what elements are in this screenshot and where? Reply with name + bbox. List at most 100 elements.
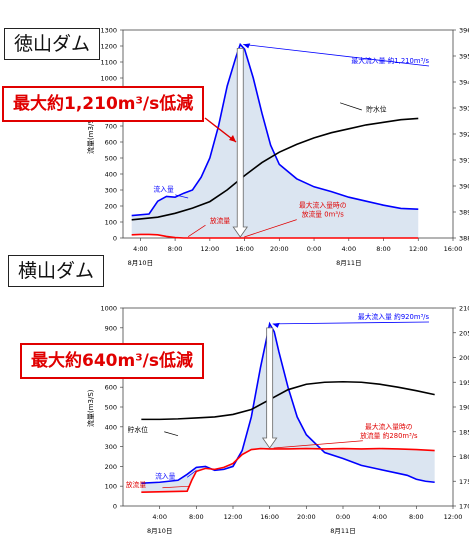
- yokoyama-y2-tick-label: 210: [459, 305, 469, 313]
- tokuyama-outflow-at-max-leader: [244, 219, 297, 238]
- tokuyama-level-line: [131, 117, 419, 221]
- yokoyama-reduction-arrow: [261, 327, 278, 449]
- tokuyama-y-tick-label: 300: [105, 187, 117, 195]
- yokoyama-outflow-at-max-label-1: 最大流入量時の: [365, 422, 413, 431]
- yokoyama-y-tick-label: 200: [105, 463, 117, 471]
- tokuyama-x-tick-label: 4:00: [133, 245, 148, 253]
- yokoyama-y2-tick-label: 195: [459, 379, 469, 387]
- yokoyama-level-label-leader: [164, 431, 179, 437]
- yokoyama-outflow-at-max-label-2: 放流量 約280m³/s: [360, 431, 418, 440]
- tokuyama-reduction-pointer-head: [229, 135, 236, 142]
- tokuyama-y2-tick-label: 396: [459, 27, 469, 35]
- tokuyama-x-tick-label: 16:00: [235, 245, 254, 253]
- yokoyama-x-tick-label: 20:00: [297, 513, 316, 521]
- yokoyama-y2-tick-label: 170: [459, 503, 469, 511]
- tokuyama-y2-tick-label: 388: [459, 235, 469, 243]
- tokuyama-y2-tick-label: 391: [459, 157, 469, 165]
- tokuyama-max-inflow-label: 最大流入量 約1,210m³/s: [351, 56, 429, 65]
- yokoyama-inflow-label: 流入量: [155, 471, 176, 480]
- yokoyama-y2-tick-label: 185: [459, 428, 469, 436]
- tokuyama-y2-tick-label: 390: [459, 183, 469, 191]
- tokuyama-date-label: 8月11日: [336, 259, 361, 267]
- yokoyama-level-line: [141, 380, 435, 421]
- tokuyama-x-tick-label: 0:00: [307, 245, 322, 253]
- yokoyama-y2-tick-label: 190: [459, 404, 469, 412]
- yokoyama-x-tick-label: 0:00: [336, 513, 351, 521]
- tokuyama-y-tick-label: 600: [105, 139, 117, 147]
- tokuyama-y-tick-label: 1300: [100, 27, 117, 35]
- yokoyama-y2-tick-label: 175: [459, 478, 469, 486]
- yokoyama-inflow-line: [141, 321, 435, 485]
- yokoyama-y-tick-label: 900: [105, 324, 117, 332]
- tokuyama-y-tick-label: 200: [105, 203, 117, 211]
- yokoyama-max-inflow-arrowhead: [272, 322, 280, 328]
- tokuyama-reduction-arrow: [232, 48, 249, 238]
- tokuyama-y-tick-label: 1000: [100, 75, 117, 83]
- tokuyama-outflow-at-max-label-2: 放流量 0m³/s: [302, 210, 345, 219]
- tokuyama-y2-tick-label: 393: [459, 105, 469, 113]
- yokoyama-x-tick-label: 16:00: [260, 513, 279, 521]
- tokuyama-x-tick-label: 4:00: [341, 245, 356, 253]
- tokuyama-x-tick-label: 16:00: [444, 245, 463, 253]
- yokoyama-y2-tick-label: 180: [459, 453, 469, 461]
- tokuyama-x-tick-label: 12:00: [200, 245, 219, 253]
- yokoyama-y-tick-label: 0: [113, 503, 117, 511]
- tokuyama-x-tick-label: 8:00: [376, 245, 391, 253]
- tokuyama-y2-tick-label: 389: [459, 209, 469, 217]
- tokuyama-x-tick-label: 12:00: [409, 245, 428, 253]
- tokuyama-dam-title: 徳山ダム: [4, 28, 101, 60]
- yokoyama-y2-tick-label: 205: [459, 329, 469, 337]
- tokuyama-x-tick-label: 8:00: [168, 245, 183, 253]
- yokoyama-x-tick-label: 4:00: [372, 513, 387, 521]
- tokuyama-outflow-at-max-label-1: 最大流入量時の: [299, 201, 347, 210]
- yokoyama-x-tick-label: 12:00: [444, 513, 463, 521]
- yokoyama-x-tick-label: 12:00: [224, 513, 243, 521]
- yokoyama-max-inflow-label: 最大流入量 約920m³/s: [358, 312, 430, 321]
- tokuyama-level-label-leader: [339, 102, 362, 111]
- tokuyama-y-axis-title: 流量(m3/S): [86, 116, 95, 154]
- yokoyama-reduction-label: 最大約640m³/s低減: [20, 343, 204, 379]
- yokoyama-outflow-label: 放流量: [126, 480, 147, 489]
- tokuyama-inflow-line: [131, 42, 419, 217]
- tokuyama-y2-tick-label: 394: [459, 79, 469, 87]
- tokuyama-y-tick-label: 100: [105, 219, 117, 227]
- tokuyama-inflow-label: 流入量: [153, 185, 174, 194]
- yokoyama-y-tick-label: 300: [105, 443, 117, 451]
- yokoyama-y-tick-label: 400: [105, 423, 117, 431]
- yokoyama-dam-title: 横山ダム: [8, 255, 105, 287]
- tokuyama-y2-tick-label: 392: [459, 131, 469, 139]
- tokuyama-outflow-label: 放流量: [210, 216, 231, 225]
- tokuyama-date-label: 8月10日: [128, 259, 153, 267]
- tokuyama-level-label: 貯水位: [366, 105, 387, 114]
- yokoyama-x-tick-label: 4:00: [152, 513, 167, 521]
- yokoyama-outflow-at-max-leader: [273, 440, 363, 449]
- tokuyama-max-inflow-arrowhead: [243, 43, 251, 49]
- tokuyama-y-tick-label: 700: [105, 123, 117, 131]
- tokuyama-y-tick-label: 1100: [100, 59, 117, 67]
- yokoyama-outflow-label-leader: [162, 485, 190, 489]
- tokuyama-x-tick-label: 20:00: [270, 245, 289, 253]
- tokuyama-y-tick-label: 0: [113, 235, 117, 243]
- yokoyama-max-inflow-leader: [272, 321, 430, 325]
- tokuyama-y-tick-label: 400: [105, 171, 117, 179]
- tokuyama-outflow-line: [131, 233, 419, 239]
- tokuyama-max-inflow-leader: [243, 44, 430, 67]
- yokoyama-inflow-label-leader: [186, 470, 197, 478]
- tokuyama-outflow-label-leader: [187, 224, 206, 238]
- yokoyama-y-tick-label: 600: [105, 384, 117, 392]
- yokoyama-reduction-area: [141, 323, 435, 493]
- yokoyama-y-tick-label: 1000: [100, 305, 117, 313]
- tokuyama-y-tick-label: 500: [105, 155, 117, 163]
- yokoyama-y2-tick-label: 200: [459, 354, 469, 362]
- tokuyama-y-tick-label: 1200: [100, 43, 117, 51]
- yokoyama-level-label: 貯水位: [128, 425, 149, 434]
- yokoyama-date-label: 8月10日: [147, 527, 172, 535]
- tokuyama-inflow-label-leader: [175, 194, 189, 199]
- tokuyama-y2-tick-label: 395: [459, 53, 469, 61]
- yokoyama-y-axis-title: 流量(m3/S): [86, 389, 95, 427]
- yokoyama-y-tick-label: 100: [105, 483, 117, 491]
- yokoyama-date-label: 8月11日: [330, 527, 355, 535]
- yokoyama-y-tick-label: 500: [105, 404, 117, 412]
